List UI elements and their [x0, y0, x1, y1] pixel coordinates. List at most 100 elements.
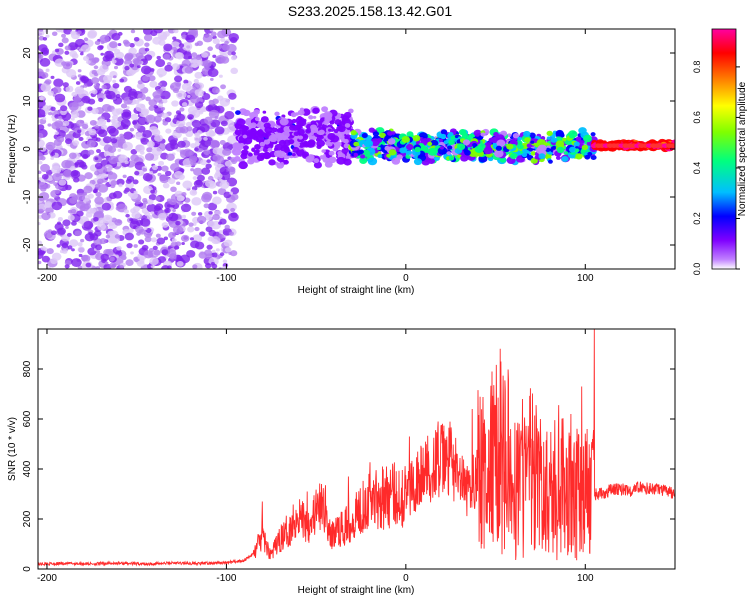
spectrogram-cell — [180, 234, 190, 242]
spectrogram-cell — [38, 160, 43, 165]
spectrogram-cell — [123, 41, 131, 47]
spectrogram-cell — [209, 139, 220, 149]
spectrogram-cell — [230, 193, 239, 201]
spectrogram-cell — [344, 123, 351, 128]
spectrogram-cell — [223, 191, 232, 199]
spectrogram-cell — [112, 190, 123, 199]
spectrogram-cell — [313, 161, 322, 169]
snr-y-ticks: 0 200 400 600 800 — [22, 360, 675, 572]
spectrogram-cell — [144, 47, 150, 52]
spectrogram-cell — [205, 129, 215, 138]
spectrogram-cell — [76, 119, 85, 127]
spectrogram-cell — [93, 216, 99, 222]
spectrogram-cell — [156, 88, 164, 94]
spectrogram-cell — [190, 160, 197, 166]
spectrogram-cell — [315, 138, 320, 142]
spectrogram-cell — [312, 107, 320, 114]
spectrogram-cell — [89, 119, 97, 126]
spectrogram-cell — [64, 264, 70, 269]
spectrogram-cell — [384, 146, 391, 151]
spectrogram-cell — [215, 43, 223, 50]
spectrogram-cell — [39, 95, 46, 101]
spectrogram-cell — [310, 120, 317, 126]
spectrogram-cell — [143, 226, 148, 230]
spectrogram-cell — [51, 31, 58, 37]
spectrogram-cell — [211, 87, 220, 94]
spectrogram-cell — [129, 96, 134, 101]
spectrogram-cell — [171, 46, 177, 51]
spectrogram-cell — [509, 153, 518, 160]
spectrogram-cell — [61, 61, 67, 66]
spectrogram-cell — [135, 225, 144, 234]
spectrogram-cell — [427, 147, 438, 156]
spectrogram-cell — [292, 146, 300, 153]
spectrogram-cell — [82, 154, 89, 160]
spectrogram-cell — [139, 150, 145, 155]
spectrogram-cell — [80, 238, 85, 243]
spectrogram-cell — [185, 34, 196, 43]
spectrogram-cell — [185, 121, 192, 127]
spectrogram-cell — [123, 209, 129, 214]
spectrogram-cell — [218, 74, 223, 78]
spectrogram-cell — [191, 211, 197, 216]
spectrogram-cell — [45, 141, 56, 151]
spectrogram-cell — [192, 234, 203, 243]
spectrogram-cell — [152, 29, 164, 34]
spectrogram-cell — [38, 138, 41, 142]
spectrogram-cell — [45, 34, 50, 38]
spectrogram-cell — [129, 63, 135, 68]
spectrogram-cell — [289, 124, 297, 131]
spectrogram-cell — [54, 189, 60, 194]
spectrogram-cell — [75, 193, 86, 201]
spectrogram-cell — [104, 261, 109, 265]
spectrogram-cell — [190, 95, 200, 104]
spectrogram-cell — [472, 142, 478, 148]
spectrogram-cell — [226, 124, 237, 133]
spectrogram-cell — [95, 266, 101, 269]
spectrogram-cell — [353, 141, 360, 147]
spectrogram-cell — [172, 36, 177, 41]
spectrogram-cell — [204, 179, 215, 188]
spectrogram-cell — [168, 212, 179, 222]
spectrogram-cell — [401, 135, 410, 143]
spectrogram-cell — [387, 131, 393, 136]
spectrogram-cell — [187, 114, 194, 120]
spectrogram-cell — [230, 207, 236, 213]
spectrogram-cell — [119, 78, 125, 83]
spectrogram-cell — [142, 167, 148, 172]
spectrogram-cell — [51, 230, 57, 236]
spectrogram-cell — [145, 114, 156, 124]
spectrogram-cell — [64, 260, 72, 266]
spectrogram-cell — [61, 249, 68, 254]
spectrogram-cell — [63, 29, 72, 35]
spectrogram-cell — [272, 127, 278, 133]
spectrogram-cell — [111, 217, 118, 223]
spectrogram-cell — [41, 47, 50, 55]
x-tick-label: -100 — [216, 273, 236, 284]
spectrogram-cell — [94, 196, 105, 205]
spectrogram-cell — [136, 65, 141, 69]
spectrogram-cell — [146, 199, 154, 205]
spectrogram-cell — [413, 158, 423, 166]
spectrogram-cell — [212, 38, 220, 45]
y-tick-label: 0 — [22, 566, 33, 572]
spectrogram-cell — [194, 241, 205, 250]
spectrogram-cell — [181, 42, 193, 51]
spectrogram-cell — [291, 118, 297, 124]
spectrogram-cell — [54, 131, 59, 136]
spectrogram-cell — [406, 150, 412, 155]
spectrogram-cell — [199, 123, 210, 133]
spectrogram-cell — [219, 180, 230, 190]
spectrogram-cell — [277, 150, 286, 159]
spectrogram-cell — [97, 178, 104, 185]
spectrogram-cell — [387, 138, 396, 145]
spectrogram-cell — [193, 135, 202, 143]
spectrogram-cell — [39, 57, 51, 67]
spectrogram-cell — [178, 43, 185, 48]
spectrogram-x-ticks: -200 -100 0 100 — [37, 29, 594, 284]
spectrogram-cell — [71, 111, 80, 119]
x-tick-label: -200 — [37, 273, 57, 284]
spectrogram-cell — [215, 54, 226, 64]
spectrogram-cell — [157, 82, 162, 86]
spectrogram-cell — [391, 157, 401, 165]
